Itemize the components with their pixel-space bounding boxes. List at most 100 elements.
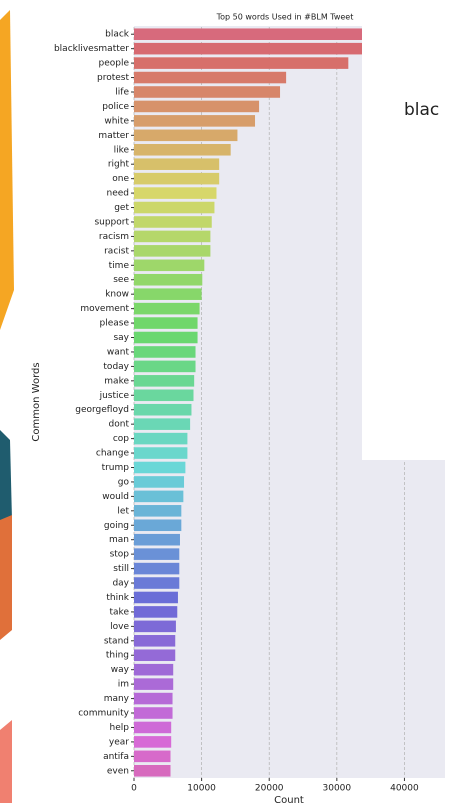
y-tick-label: like xyxy=(114,145,130,155)
bar xyxy=(134,143,231,156)
bar xyxy=(134,635,176,647)
y-tick-label: year xyxy=(109,737,129,747)
bar xyxy=(134,606,178,618)
y-tick-label: please xyxy=(100,319,130,329)
decor xyxy=(0,515,12,640)
y-tick-label: way xyxy=(111,665,130,675)
y-tick-label: change xyxy=(96,449,130,459)
y-tick-label: community xyxy=(78,709,129,719)
bar xyxy=(134,129,238,142)
y-tick-label: see xyxy=(113,275,129,285)
y-tick-label: many xyxy=(104,694,130,704)
bar xyxy=(134,273,203,286)
bar xyxy=(134,663,174,676)
y-tick-label: going xyxy=(104,521,129,531)
bar xyxy=(134,476,185,488)
y-tick-label: thing xyxy=(106,651,129,661)
y-tick-label: people xyxy=(98,59,129,69)
bar xyxy=(134,548,180,560)
y-tick-label: racist xyxy=(104,246,129,256)
bar xyxy=(134,42,412,55)
y-tick-label: right xyxy=(108,160,130,170)
y-tick-label: want xyxy=(107,347,130,357)
bar xyxy=(134,288,202,300)
y-tick-label: police xyxy=(102,102,129,112)
bar xyxy=(134,505,182,517)
y-tick-label: dont xyxy=(109,420,130,430)
y-tick-label: blacklivesmatter xyxy=(54,44,129,54)
bar xyxy=(134,331,198,344)
y-tick-label: cop xyxy=(113,434,129,444)
y-tick-label: go xyxy=(118,477,130,487)
y-tick-label: im xyxy=(118,680,129,690)
bar xyxy=(134,418,191,430)
y-tick-label: love xyxy=(110,622,129,632)
y-tick-label: stand xyxy=(104,636,129,646)
bar xyxy=(134,562,180,575)
y-tick-label: trump xyxy=(102,463,130,473)
bar xyxy=(134,245,211,257)
y-tick-label: still xyxy=(113,564,129,574)
bar xyxy=(134,750,171,763)
y-tick-label: make xyxy=(104,376,129,386)
y-tick-label: even xyxy=(107,766,129,776)
bar xyxy=(134,519,182,532)
y-tick-label: think xyxy=(106,593,129,603)
y-tick-label: life xyxy=(115,87,129,97)
bar xyxy=(134,736,172,748)
bar xyxy=(134,620,176,633)
y-tick-label: white xyxy=(104,116,129,126)
y-tick-label: time xyxy=(109,261,130,271)
bar xyxy=(134,533,180,546)
y-tick-label: antifa xyxy=(103,752,129,762)
y-tick-label: today xyxy=(103,362,129,372)
bar xyxy=(134,389,194,402)
y-tick-label: racism xyxy=(99,232,129,242)
bar xyxy=(134,28,425,40)
bar xyxy=(134,461,186,474)
bar xyxy=(134,577,180,589)
bar xyxy=(134,721,172,734)
y-tick-label: help xyxy=(110,723,130,733)
x-tick-label: 30000 xyxy=(323,784,352,794)
y-tick-label: justice xyxy=(99,391,130,401)
y-tick-label: man xyxy=(109,535,129,545)
bar xyxy=(134,591,178,604)
bar xyxy=(134,100,260,113)
y-tick-label: black xyxy=(105,30,130,40)
bar xyxy=(134,375,195,387)
plot: 0 10000 20000 30000 40000 black blacklivesmatt… xyxy=(54,27,425,794)
bar xyxy=(134,230,211,243)
bar xyxy=(134,432,188,445)
x-axis-label: Count xyxy=(274,795,304,803)
overlay-panel xyxy=(362,26,457,460)
bar xyxy=(134,201,215,214)
bar xyxy=(134,187,217,199)
y-tick-label: day xyxy=(112,579,129,589)
decor xyxy=(0,10,14,330)
bar xyxy=(134,86,281,98)
overlay-text: blac xyxy=(404,100,439,120)
y-tick-label: know xyxy=(105,290,129,300)
y-tick-label: georgefloyd xyxy=(75,405,129,415)
bar xyxy=(134,403,192,416)
y-tick-label: need xyxy=(107,189,130,199)
bar xyxy=(134,649,176,662)
bar xyxy=(134,57,349,69)
x-tick-label: 0 xyxy=(131,784,137,794)
x-tick-label: 10000 xyxy=(187,784,216,794)
bar xyxy=(134,317,198,329)
bar xyxy=(134,71,287,84)
bar xyxy=(134,158,220,170)
x-tick-label: 20000 xyxy=(255,784,284,794)
y-tick-label: take xyxy=(110,607,130,617)
y-tick-label: stop xyxy=(110,550,130,560)
bar xyxy=(134,346,196,358)
y-tick-label: support xyxy=(94,217,129,227)
bar xyxy=(134,490,184,503)
bar xyxy=(134,707,173,719)
bar xyxy=(134,360,196,373)
decor xyxy=(0,430,12,540)
bar xyxy=(134,678,174,690)
